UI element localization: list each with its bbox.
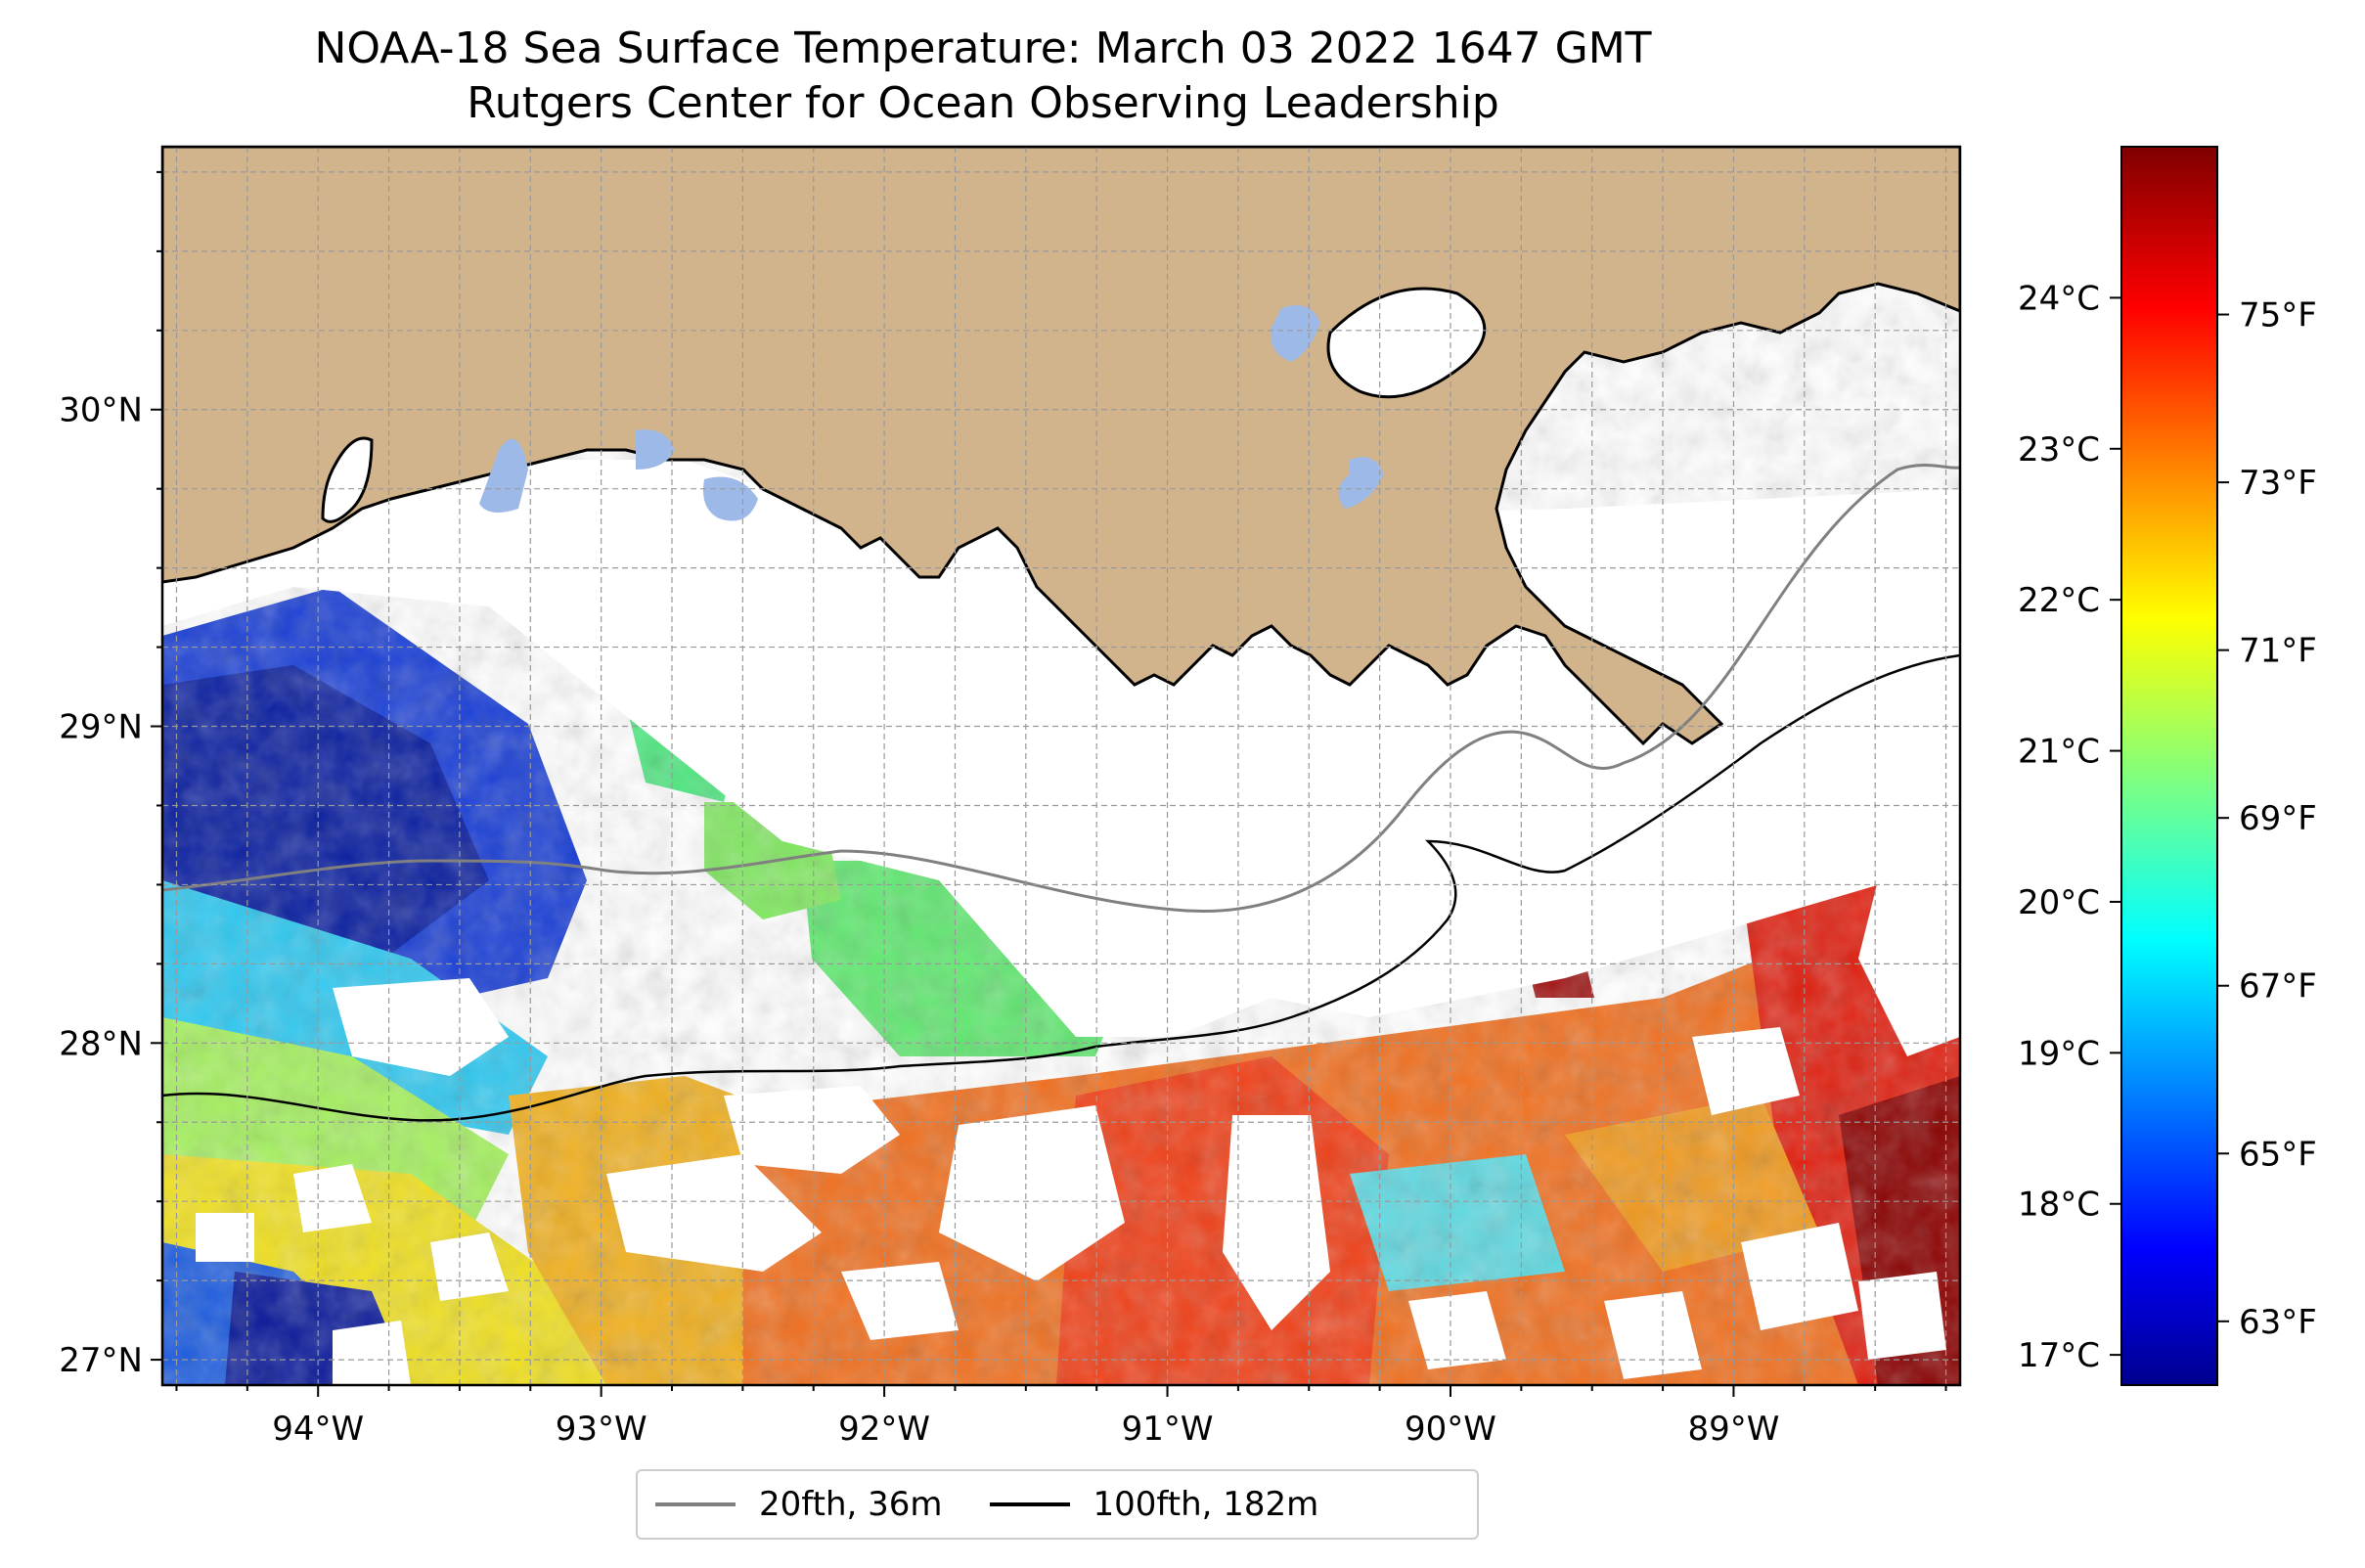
sst-field [162, 147, 1960, 1385]
legend-swatch-gray [655, 1502, 736, 1506]
isobath-20fth [162, 463, 1960, 913]
lon-tick-label: 94°W [272, 1410, 364, 1449]
lat-tick-label: 28°N [59, 1024, 143, 1063]
legend-label-20fth: 20fth, 36m [759, 1485, 943, 1524]
lon-tick-label: 91°W [1122, 1410, 1214, 1449]
lat-tick-label: 30°N [59, 391, 143, 430]
lakes [479, 305, 1384, 521]
graticule [162, 147, 1960, 1385]
legend: 20fth, 36m 100fth, 182m [636, 1469, 1479, 1540]
latitude-axis: 27°N 28°N 29°N 30°N [59, 170, 162, 1380]
lon-tick-label: 92°W [838, 1410, 930, 1449]
legend-item-100fth: 100fth, 182m [989, 1485, 1319, 1524]
map-frame [160, 145, 1962, 1387]
chart-subtitle: Rutgers Center for Ocean Observing Leade… [467, 78, 1499, 128]
lat-tick-label: 29°N [59, 708, 143, 747]
lat-tick-label: 27°N [59, 1341, 143, 1380]
lon-tick-label: 93°W [556, 1410, 647, 1449]
legend-label-100fth: 100fth, 182m [1093, 1485, 1319, 1524]
lon-tick-label: 89°W [1687, 1410, 1779, 1449]
legend-item-20fth: 20fth, 36m [655, 1485, 943, 1524]
chart-title: NOAA-18 Sea Surface Temperature: March 0… [314, 23, 1652, 73]
lon-tick-label: 90°W [1405, 1410, 1496, 1449]
longitude-axis: 94°W 93°W 92°W 91°W 90°W 89°W [175, 1385, 1947, 1449]
isobath-100fth [162, 653, 1960, 1122]
legend-swatch-black [989, 1502, 1070, 1506]
